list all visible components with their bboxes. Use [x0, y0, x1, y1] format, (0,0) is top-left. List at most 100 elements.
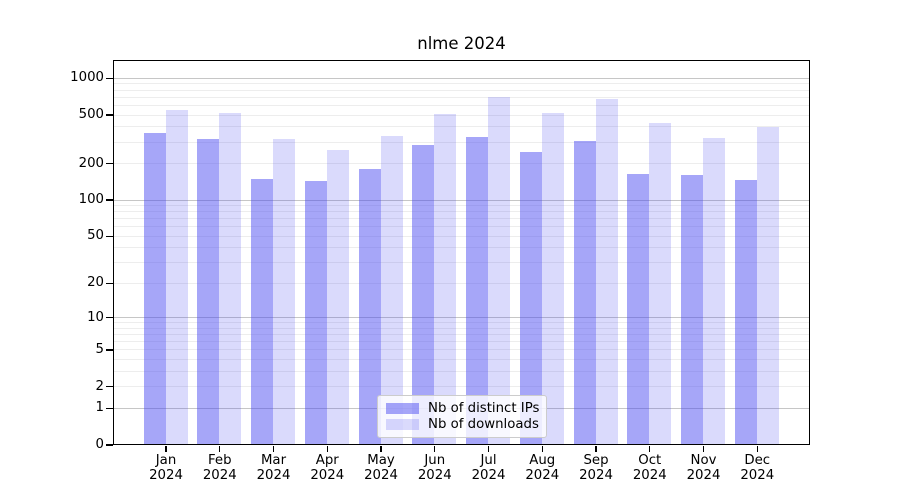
bar-downloads [703, 138, 725, 445]
x-tick-mark [487, 446, 490, 452]
minor-gridline [114, 83, 809, 85]
y-tick-mark [106, 162, 113, 165]
bar-distinct-ips [358, 169, 381, 445]
y-tick-mark [106, 317, 113, 319]
y-tick-label: 10 [87, 309, 104, 325]
minor-gridline [114, 89, 809, 91]
legend-item-distinct-ips: Nb of distinct IPs [386, 400, 540, 416]
y-tick-label: 0 [95, 437, 104, 452]
minor-gridline [114, 370, 809, 372]
x-tick-mark [649, 446, 651, 452]
y-tick-label: 50 [87, 228, 104, 244]
y-tick-mark [106, 385, 113, 388]
y-tick-mark [106, 282, 113, 285]
x-tick-label: Dec 2024 [740, 453, 775, 483]
major-gridline [114, 77, 809, 79]
x-tick-label: Apr 2024 [310, 453, 345, 483]
minor-gridline [114, 247, 809, 249]
minor-gridline [114, 386, 809, 388]
y-tick-mark [106, 77, 113, 80]
x-tick-mark [756, 446, 758, 452]
x-tick-label: Mar 2024 [256, 453, 291, 483]
x-tick-mark [434, 446, 436, 452]
minor-gridline [114, 322, 809, 324]
y-tick-mark [106, 199, 113, 201]
minor-gridline [114, 334, 809, 336]
x-tick-label: Nov 2024 [686, 453, 721, 483]
major-gridline [114, 199, 809, 201]
x-tick-mark [219, 446, 221, 452]
minor-gridline [114, 359, 809, 361]
y-tick-label: 500 [78, 107, 104, 123]
minor-gridline [114, 349, 809, 351]
x-tick-mark [165, 446, 167, 452]
x-tick-label: Jan 2024 [149, 453, 183, 483]
bar-distinct-ips [251, 178, 273, 445]
bar-downloads [649, 122, 672, 445]
bar-distinct-ips [627, 173, 650, 445]
minor-gridline [114, 96, 809, 98]
x-tick-label: Feb 2024 [202, 453, 237, 483]
y-tick-label: 5 [95, 341, 104, 357]
bar-downloads [488, 97, 510, 445]
legend: Nb of distinct IPs Nb of downloads [377, 395, 547, 438]
bar-downloads [541, 113, 564, 445]
bar-distinct-ips [573, 141, 596, 445]
minor-gridline [114, 141, 809, 143]
y-tick-mark [106, 444, 113, 446]
downloads-swatch [386, 419, 419, 431]
x-tick-label: Sep 2024 [579, 453, 613, 483]
minor-gridline [114, 235, 809, 237]
x-tick-mark [541, 446, 543, 452]
minor-gridline [114, 104, 809, 106]
bar-downloads [756, 127, 779, 445]
y-tick-label: 1 [95, 400, 104, 416]
bar-downloads [219, 112, 242, 445]
major-gridline [114, 317, 809, 319]
y-tick-label: 200 [78, 155, 104, 171]
y-tick-mark [106, 349, 113, 351]
minor-gridline [114, 341, 809, 343]
y-tick-label: 20 [87, 275, 104, 291]
legend-item-downloads: Nb of downloads [386, 417, 539, 432]
x-tick-mark [326, 446, 328, 452]
bar-distinct-ips [304, 181, 327, 445]
y-tick-mark [106, 407, 113, 409]
minor-gridline [114, 114, 809, 116]
minor-gridline [114, 327, 809, 329]
y-tick-label: 1000 [70, 70, 104, 86]
bar-distinct-ips [143, 132, 166, 445]
x-tick-label: May 2024 [364, 453, 398, 483]
bar-downloads [273, 138, 295, 445]
minor-gridline [114, 211, 809, 213]
y-tick-label: 100 [78, 192, 104, 208]
bar-distinct-ips [681, 175, 703, 445]
x-tick-label: Jul 2024 [471, 453, 506, 483]
bar-distinct-ips [519, 151, 542, 445]
x-tick-label: Oct 2024 [632, 453, 667, 483]
bar-downloads [380, 136, 403, 445]
bar-distinct-ips [412, 145, 435, 445]
minor-gridline [114, 126, 809, 128]
x-tick-mark [380, 446, 382, 452]
bar-distinct-ips [466, 136, 488, 445]
plot-area [113, 60, 810, 445]
y-tick-label: 2 [95, 378, 104, 394]
minor-gridline [114, 163, 809, 165]
x-tick-label: Aug 2024 [525, 453, 560, 483]
minor-gridline [114, 262, 809, 264]
x-tick-mark [595, 446, 597, 452]
bar-downloads [165, 110, 188, 445]
minor-gridline [114, 282, 809, 284]
legend-label-distinct-ips: Nb of distinct IPs [428, 400, 540, 416]
minor-gridline [114, 205, 809, 207]
bar-downloads [326, 150, 349, 445]
y-tick-mark [106, 114, 113, 116]
minor-gridline [114, 218, 809, 220]
bar-distinct-ips [197, 138, 220, 445]
chart-title: nlme 2024 [417, 34, 506, 53]
y-tick-mark [106, 235, 113, 238]
x-tick-mark [702, 446, 705, 452]
x-tick-mark [272, 446, 275, 452]
